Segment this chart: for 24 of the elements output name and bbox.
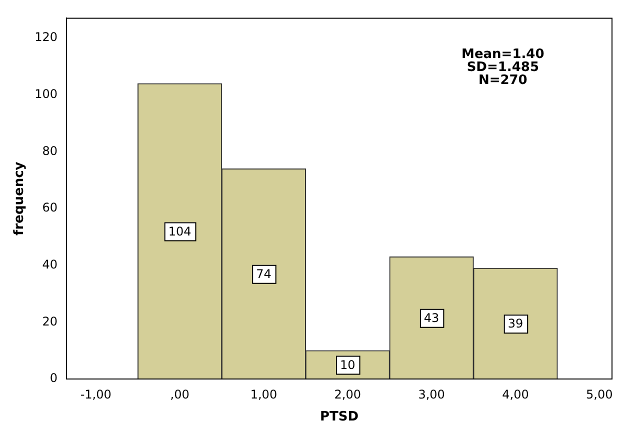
x-tick-label: 1,00 — [250, 387, 278, 402]
y-tick-label: 60 — [42, 200, 58, 215]
data-label: 43 — [424, 311, 440, 326]
x-tick-label: -1,00 — [80, 387, 112, 402]
x-tick-label: 4,00 — [502, 387, 529, 402]
y-tick-label: 100 — [34, 87, 58, 102]
y-axis-title: frequency — [12, 161, 28, 236]
data-label: 39 — [508, 316, 524, 331]
y-tick-label: 20 — [42, 314, 58, 328]
annotation: N=270 — [478, 73, 528, 88]
y-tick-label: 80 — [42, 144, 58, 158]
x-tick-label: 5,00 — [586, 387, 613, 402]
x-tick-label: 2,00 — [334, 387, 362, 402]
data-label: 10 — [340, 358, 356, 372]
annotation: Mean=1.40 — [462, 47, 544, 62]
annotation: SD=1.485 — [466, 60, 539, 76]
y-tick-label: 40 — [42, 257, 58, 272]
y-tick-label: 0 — [50, 371, 58, 386]
x-tick-label: ,00 — [170, 387, 190, 402]
x-tick-label: 3,00 — [418, 387, 445, 402]
x-axis-title: PTSD — [320, 410, 359, 425]
data-label: 104 — [168, 224, 192, 238]
y-tick-label: 120 — [34, 30, 58, 44]
data-label: 74 — [256, 267, 272, 282]
